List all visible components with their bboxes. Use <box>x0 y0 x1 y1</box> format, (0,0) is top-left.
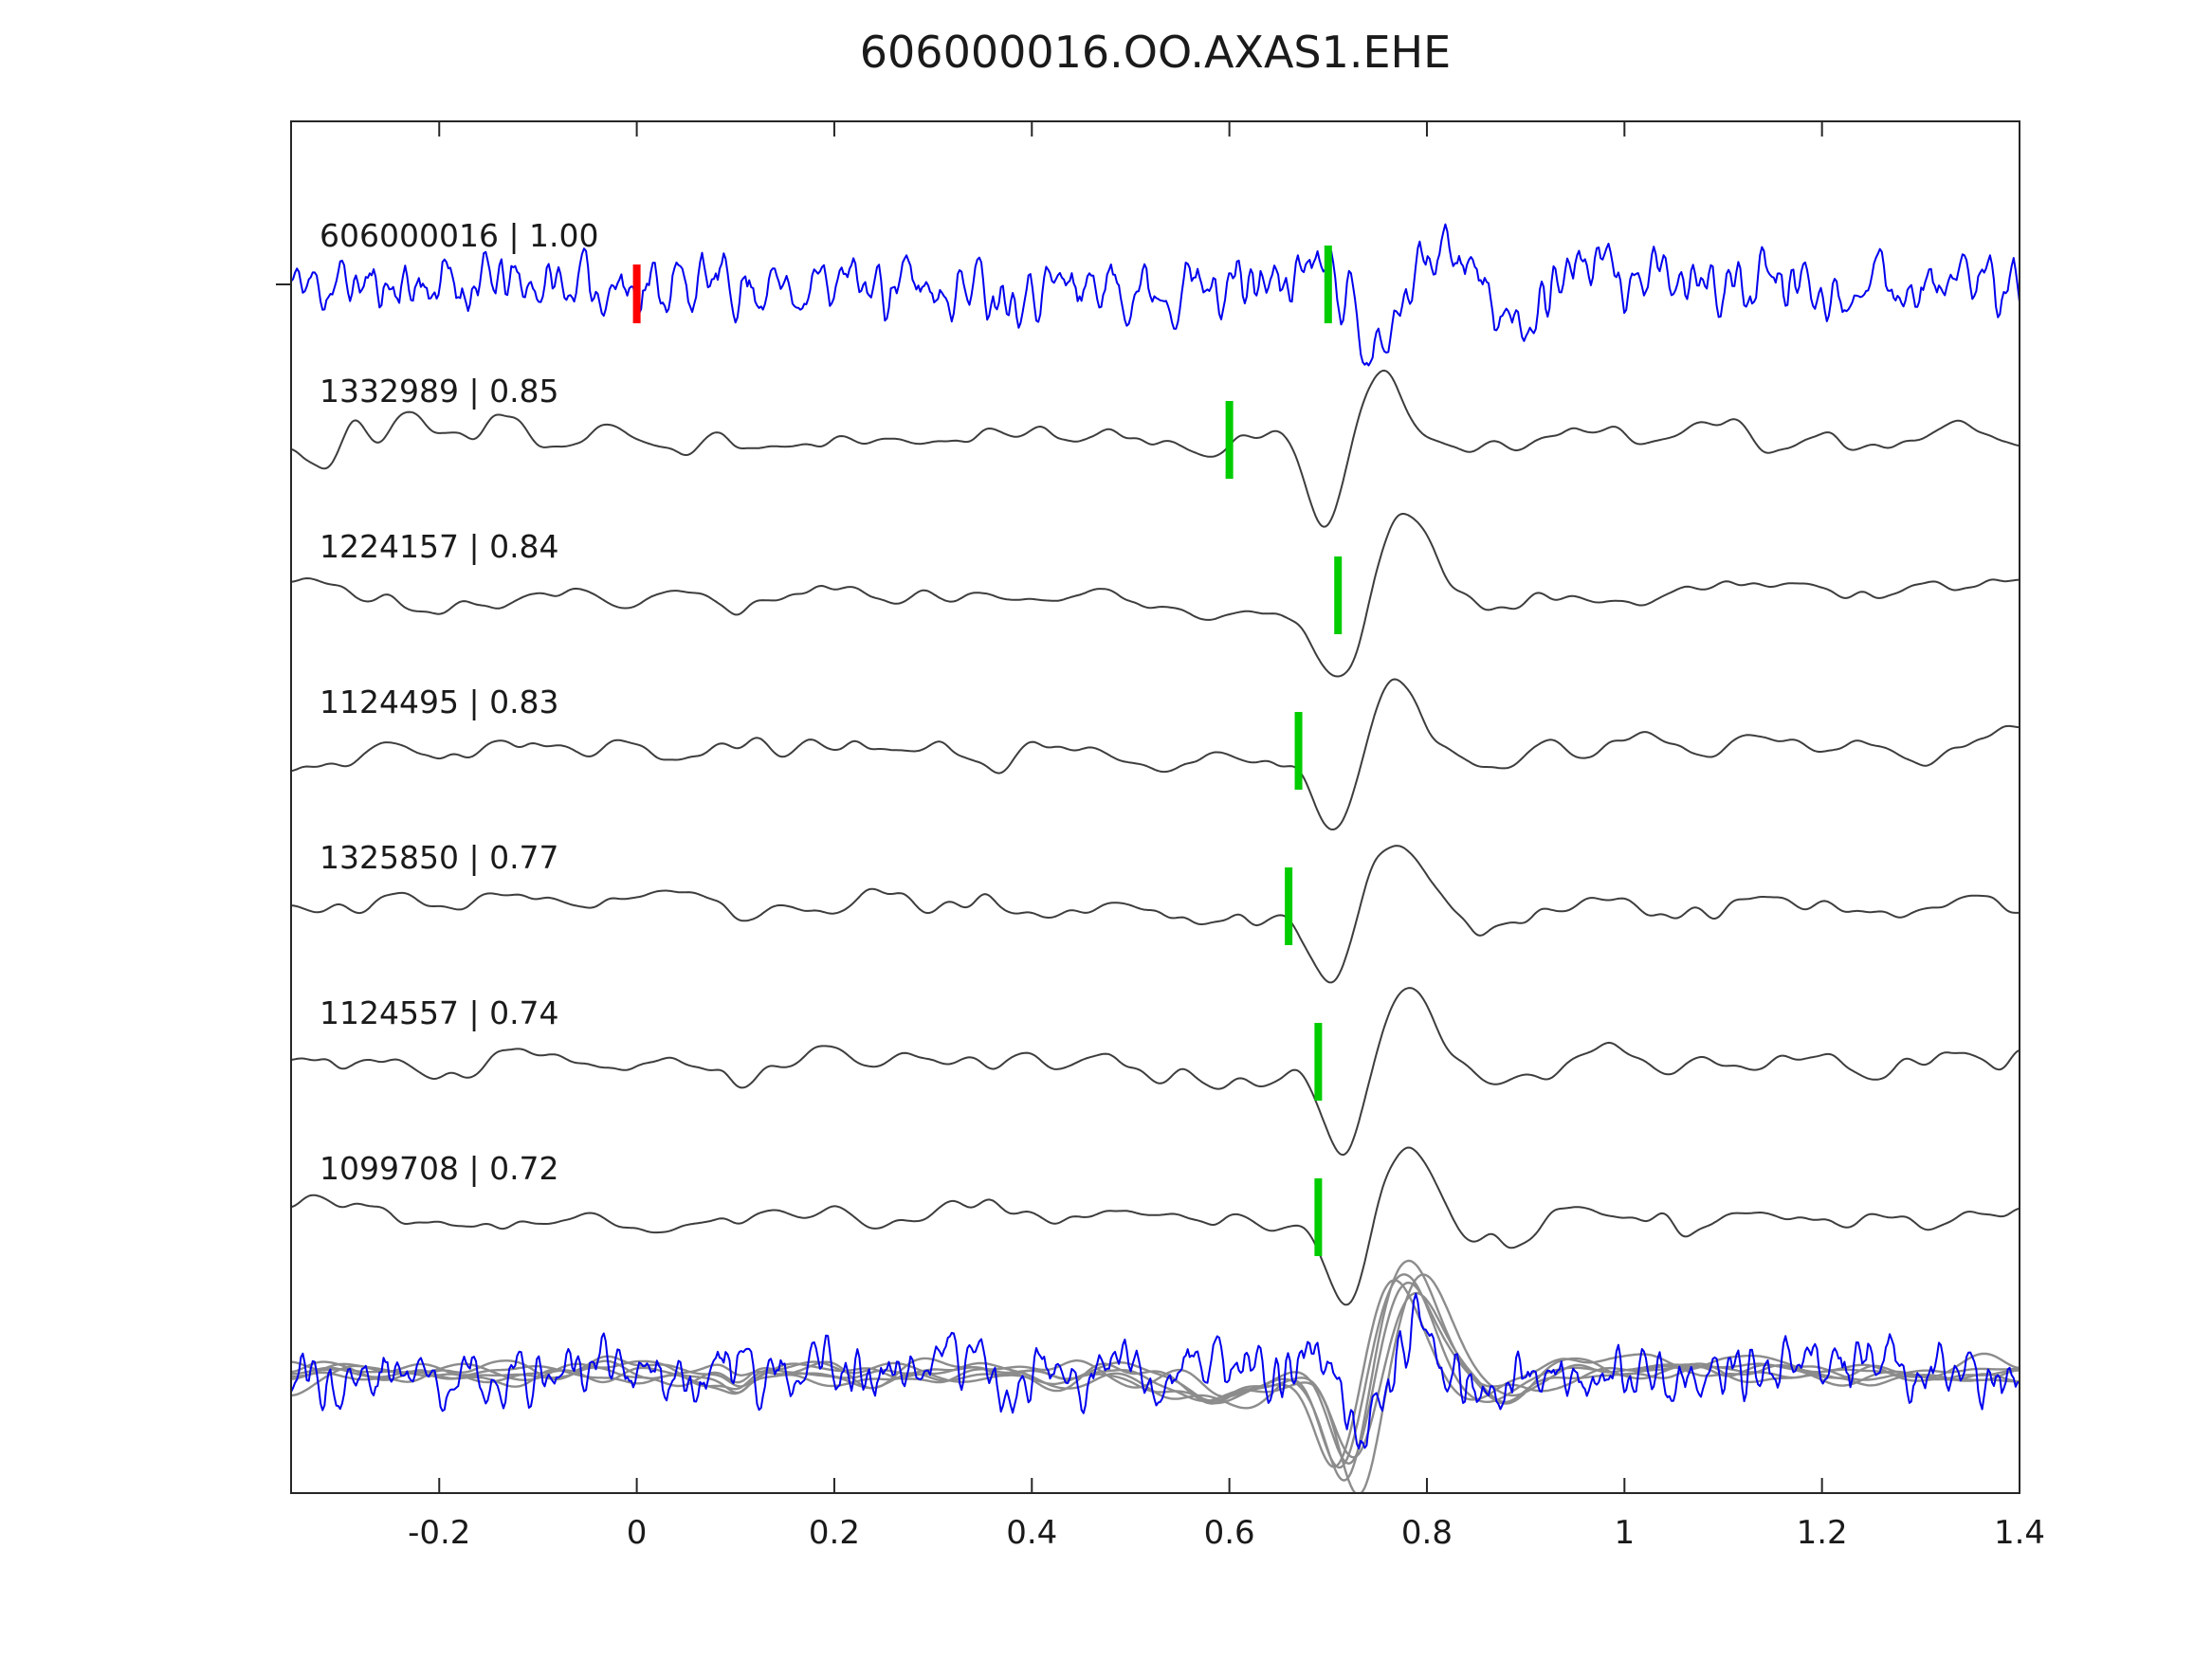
pick-marker <box>1285 867 1293 945</box>
x-tick-label: 0 <box>627 1514 648 1552</box>
trace-label: 606000016 | 1.00 <box>320 217 599 254</box>
trace-label: 1099708 | 0.72 <box>320 1150 559 1187</box>
pick-marker <box>1314 1023 1323 1101</box>
template-trace <box>292 845 2019 984</box>
trace-label: 1124557 | 0.74 <box>320 994 559 1031</box>
x-tick-label: -0.2 <box>408 1514 470 1552</box>
overlay-template-trace <box>292 1281 2019 1465</box>
x-tick-label: 0.6 <box>1204 1514 1255 1552</box>
x-tick-label: 0.4 <box>1006 1514 1057 1552</box>
trace-label: 1332989 | 0.85 <box>320 373 559 410</box>
x-tick-label: 1 <box>1614 1514 1635 1552</box>
template-trace <box>292 369 2019 528</box>
pick-marker <box>1225 401 1234 479</box>
axes-box <box>290 120 2020 1494</box>
trace-label: 1224157 | 0.84 <box>320 528 559 565</box>
overlay-target-trace <box>292 1292 2019 1449</box>
pick-marker <box>1334 556 1343 634</box>
pick-marker <box>1324 246 1332 323</box>
trace-label: 1325850 | 0.77 <box>320 839 559 876</box>
x-tick-label: 1.2 <box>1797 1514 1848 1552</box>
pick-marker <box>1294 712 1303 790</box>
target-trace <box>292 223 2019 367</box>
x-tick-label: 1.4 <box>1994 1514 2045 1552</box>
trace-label: 1124495 | 0.83 <box>320 684 559 720</box>
template-trace <box>292 678 2019 830</box>
pick-marker <box>1314 1178 1323 1256</box>
x-tick-label: 0.8 <box>1401 1514 1453 1552</box>
origin-marker <box>632 264 641 323</box>
template-trace <box>292 987 2019 1157</box>
overlay-template-trace <box>292 1291 2019 1459</box>
template-trace <box>292 1146 2019 1306</box>
x-tick-label: 0.2 <box>809 1514 860 1552</box>
template-trace <box>292 513 2019 678</box>
chart-title: 606000016.OO.AXAS1.EHE <box>859 27 1452 78</box>
overlay-template-trace <box>292 1273 2019 1492</box>
